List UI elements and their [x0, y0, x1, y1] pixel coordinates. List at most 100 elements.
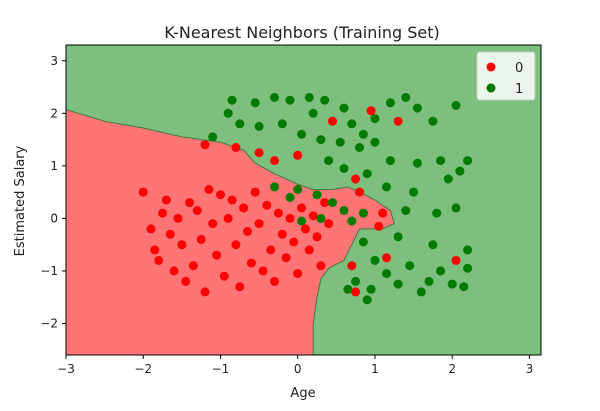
point-class-0-12	[188, 261, 198, 271]
point-class-1-64	[459, 282, 469, 292]
point-class-0-14	[196, 234, 206, 244]
x-tick-label: 1	[371, 362, 379, 376]
point-class-1-66	[297, 216, 307, 226]
point-class-1-31	[443, 174, 453, 184]
point-class-0-21	[223, 213, 233, 223]
class-0-region	[66, 109, 395, 355]
point-class-0-59	[374, 221, 384, 231]
point-class-1-55	[393, 279, 403, 289]
point-class-1-1	[250, 98, 260, 108]
point-class-1-19	[385, 98, 395, 108]
data-points	[138, 93, 473, 305]
point-class-1-35	[382, 182, 391, 192]
point-class-0-22	[227, 195, 237, 205]
legend: 0 1	[476, 51, 536, 101]
point-class-1-3	[285, 95, 295, 105]
point-class-1-22	[428, 116, 438, 126]
point-class-1-4	[304, 93, 314, 102]
plot-area	[65, 44, 542, 356]
point-class-1-23	[451, 100, 461, 110]
legend-marker-1	[486, 83, 496, 93]
point-class-0-11	[185, 198, 195, 208]
point-class-0-4	[158, 208, 167, 218]
point-class-1-37	[401, 206, 411, 215]
legend-marker-0	[486, 62, 496, 72]
y-tick-label: 2	[50, 106, 58, 120]
point-class-1-42	[312, 190, 322, 200]
point-class-1-44	[339, 206, 349, 215]
x-tick-label: −2	[134, 362, 152, 376]
point-class-0-27	[246, 258, 256, 268]
point-class-1-65	[316, 213, 326, 223]
point-class-0-55	[393, 116, 403, 126]
point-class-1-53	[351, 276, 361, 286]
point-class-1-51	[370, 255, 380, 265]
point-class-0-16	[204, 185, 214, 194]
point-class-1-12	[335, 137, 345, 147]
point-class-1-21	[412, 103, 422, 113]
point-class-1-39	[451, 203, 461, 213]
point-class-1-14	[308, 108, 318, 118]
point-class-1-56	[416, 287, 426, 297]
x-tick-label: 2	[448, 362, 456, 376]
point-class-0-63	[451, 255, 461, 265]
point-class-1-26	[385, 156, 395, 166]
point-class-0-38	[289, 237, 299, 247]
point-class-1-18	[370, 114, 380, 124]
point-class-0-62	[382, 253, 391, 263]
point-class-0-45	[316, 261, 326, 271]
point-class-1-36	[409, 187, 419, 197]
point-class-1-9	[277, 119, 287, 129]
y-tick-label: 0	[50, 211, 58, 225]
legend-label-1: 1	[515, 82, 523, 97]
x-tick-label: 3	[526, 362, 534, 376]
point-class-1-46	[358, 208, 368, 218]
x-tick-label: −1	[212, 362, 230, 376]
point-class-1-32	[324, 156, 334, 166]
point-class-0-61	[351, 287, 361, 297]
point-class-1-59	[463, 263, 473, 273]
point-class-1-24	[355, 143, 364, 152]
point-class-1-62	[405, 261, 415, 271]
y-tick-label: 3	[50, 54, 58, 68]
chart-title: K-Nearest Neighbors (Training Set)	[164, 23, 439, 42]
point-class-0-32	[266, 245, 276, 255]
point-class-1-50	[358, 237, 368, 247]
point-class-1-28	[436, 156, 446, 166]
point-class-0-41	[300, 224, 310, 234]
y-tick-label: −1	[40, 264, 58, 278]
point-class-1-11	[316, 135, 326, 145]
point-class-1-57	[436, 266, 446, 276]
point-class-0-40	[297, 203, 307, 213]
point-class-0-33	[270, 276, 279, 286]
point-class-0-26	[243, 227, 252, 236]
point-class-0-0	[138, 187, 148, 197]
point-class-1-5	[320, 95, 330, 105]
point-class-0-15	[200, 287, 210, 297]
point-class-1-47	[393, 232, 403, 242]
x-axis-ticks: −3 −2 −1 0 1 2 3	[57, 355, 533, 376]
point-class-0-7	[169, 266, 179, 276]
point-class-0-18	[212, 250, 222, 260]
point-class-1-27	[412, 158, 422, 168]
point-class-0-30	[258, 266, 268, 276]
point-class-0-58	[378, 208, 388, 218]
point-class-1-10	[297, 129, 307, 139]
point-class-0-1	[146, 224, 156, 234]
point-class-1-8	[254, 121, 264, 131]
point-class-0-23	[231, 240, 241, 250]
point-class-1-25	[370, 137, 380, 147]
point-class-1-38	[432, 208, 442, 218]
point-class-0-36	[281, 253, 291, 263]
point-class-0-6	[165, 229, 175, 239]
point-class-1-33	[339, 164, 349, 173]
point-class-0-43	[308, 211, 318, 221]
point-class-1-60	[343, 284, 353, 294]
point-class-0-5	[161, 195, 171, 205]
y-axis-label: Estimated Salary	[13, 145, 28, 256]
point-class-0-8	[173, 213, 183, 223]
point-class-0-50	[254, 148, 264, 158]
point-class-1-41	[293, 185, 303, 194]
point-class-0-9	[177, 240, 187, 250]
